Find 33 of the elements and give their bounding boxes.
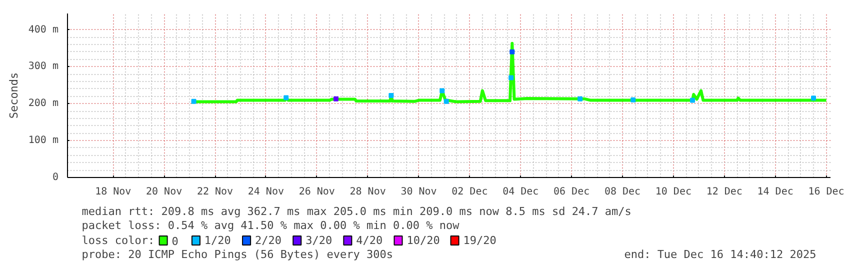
x-tick-label: 08 Dec (604, 186, 641, 198)
y-axis-title: Seconds (7, 72, 20, 119)
legend-label: 4/20 (356, 234, 383, 247)
text: end: Tue Dec 16 14:40:12 2025 (624, 248, 816, 261)
legend-title: loss color: (82, 234, 155, 247)
x-tick-label: 02 Dec (452, 186, 488, 198)
x-tick-label: 24 Nov (248, 186, 284, 198)
x-tick-label: 20 Nov (146, 186, 182, 198)
y-tick-label: 200 m (28, 98, 59, 110)
x-tick-label: 28 Nov (350, 186, 386, 198)
x-tick-label: 22 Nov (196, 186, 234, 198)
y-tick-label: 300 m (28, 61, 59, 72)
x-tick-label: 04 Dec (502, 186, 539, 198)
text: packet loss: 0.54 % avg 41.50 % max 0.00 % min 0.00 % now (82, 219, 460, 232)
x-tick-label: 14 Dec (757, 186, 794, 198)
x-tick-label: 10 Dec (655, 186, 692, 198)
legend-label: 19/20 (463, 234, 496, 247)
x-tick-label: 06 Dec (554, 186, 590, 198)
x-tick-label: 30 Nov (400, 186, 437, 198)
text: probe: 20 ICMP Echo Pings (56 Bytes) every 300s (82, 248, 394, 261)
y-tick-label: 0 (52, 172, 59, 183)
text: median rtt: 209.8 ms avg 362.7 ms max 205.0 ms min 209.0 ms now 8.5 ms sd 24.7 am/s (82, 205, 632, 218)
legend-label: 2/20 (255, 234, 282, 247)
legend-label: 3/20 (306, 234, 332, 247)
legend-label: 1/20 (204, 234, 231, 247)
y-tick-label: 100 m (28, 135, 59, 146)
y-tick-label: 400 m (28, 24, 59, 36)
x-tick-label: 26 Nov (298, 186, 335, 198)
x-tick-label: 16 Dec (808, 186, 844, 198)
legend-label: 10/20 (406, 234, 440, 247)
legend-label: 0 (172, 235, 178, 248)
x-tick-label: 12 Dec (706, 186, 742, 198)
x-tick-label: 18 Nov (95, 186, 132, 198)
